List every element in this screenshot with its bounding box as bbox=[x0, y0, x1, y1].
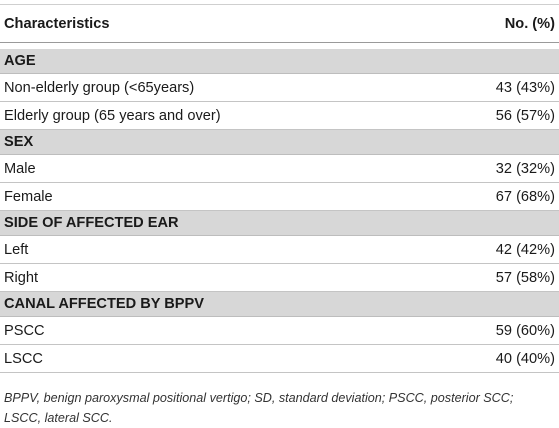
row-value: 40 (40%) bbox=[429, 344, 559, 373]
row-value: 32 (32%) bbox=[429, 154, 559, 183]
row-value: 67 (68%) bbox=[429, 182, 559, 211]
table-row: Left 42 (42%) bbox=[0, 235, 559, 264]
row-label: Male bbox=[0, 154, 430, 183]
group-row-canal-affected: CANAL AFFECTED BY BPPV bbox=[0, 291, 559, 317]
row-label: Elderly group (65 years and over) bbox=[0, 101, 430, 130]
group-title-sex: SEX bbox=[0, 129, 559, 155]
table-row: Male 32 (32%) bbox=[0, 154, 559, 183]
row-value: 59 (60%) bbox=[429, 316, 559, 345]
group-title-side-of-affected-ear: SIDE OF AFFECTED EAR bbox=[0, 210, 559, 236]
table-header-row: Characteristics No. (%) bbox=[0, 4, 559, 43]
table-row: PSCC 59 (60%) bbox=[0, 316, 559, 345]
table-footnote: BPPV, benign paroxysmal positional verti… bbox=[4, 391, 514, 425]
group-row-age: AGE bbox=[0, 49, 559, 74]
row-label: Non-elderly group (<65years) bbox=[0, 73, 430, 102]
row-label: Left bbox=[0, 235, 430, 264]
header-characteristics: Characteristics bbox=[0, 4, 430, 43]
group-title-age: AGE bbox=[0, 49, 559, 74]
table-row: LSCC 40 (40%) bbox=[0, 344, 559, 373]
row-label: Right bbox=[0, 263, 430, 292]
header-count-percent: No. (%) bbox=[429, 4, 559, 43]
row-label: Female bbox=[0, 182, 430, 211]
row-label: PSCC bbox=[0, 316, 430, 345]
row-value: 43 (43%) bbox=[429, 73, 559, 102]
row-value: 56 (57%) bbox=[429, 101, 559, 130]
group-row-side-of-affected-ear: SIDE OF AFFECTED EAR bbox=[0, 210, 559, 236]
row-label: LSCC bbox=[0, 344, 430, 373]
row-value: 57 (58%) bbox=[429, 263, 559, 292]
group-row-sex: SEX bbox=[0, 129, 559, 155]
row-value: 42 (42%) bbox=[429, 235, 559, 264]
table-row: Elderly group (65 years and over) 56 (57… bbox=[0, 101, 559, 130]
table-row: Right 57 (58%) bbox=[0, 263, 559, 292]
table-row: Female 67 (68%) bbox=[0, 182, 559, 211]
characteristics-table: Characteristics No. (%) AGE Non-elderly … bbox=[0, 4, 559, 373]
group-title-canal-affected: CANAL AFFECTED BY BPPV bbox=[0, 291, 559, 317]
table-row: Non-elderly group (<65years) 43 (43%) bbox=[0, 73, 559, 102]
